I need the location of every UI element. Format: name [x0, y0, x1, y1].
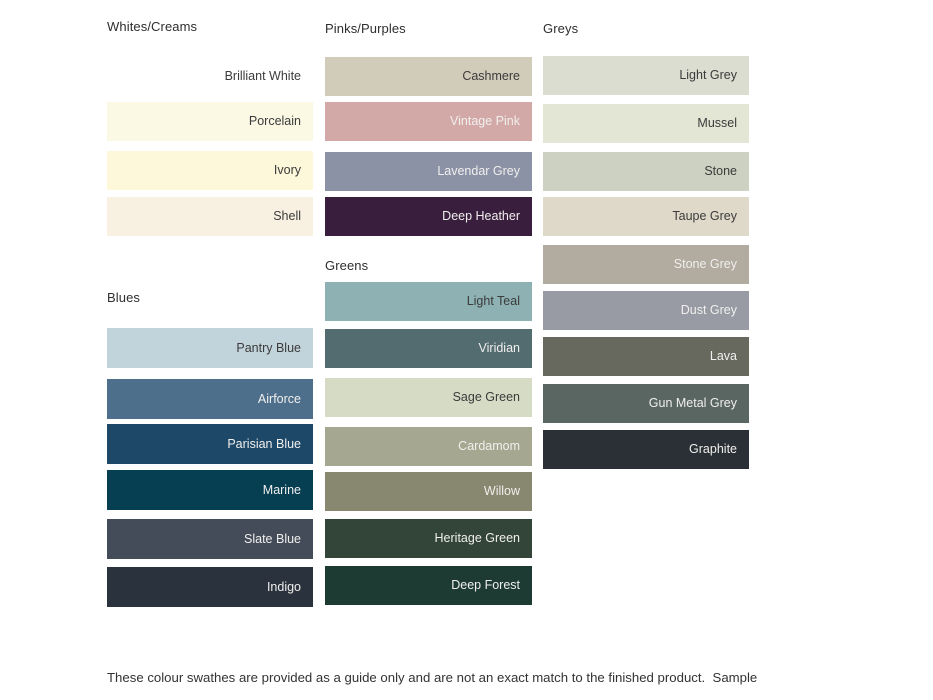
- swatch-lava: Lava: [543, 337, 749, 376]
- swatch-label-shell: Shell: [273, 209, 301, 224]
- swatch-label-brilliant-white: Brilliant White: [224, 69, 301, 84]
- section-title-greens: Greens: [325, 258, 369, 273]
- swatch-label-deep-heather: Deep Heather: [442, 209, 520, 224]
- swatch-label-light-teal: Light Teal: [466, 294, 520, 309]
- swatch-label-taupe-grey: Taupe Grey: [672, 209, 737, 224]
- swatch-dust-grey: Dust Grey: [543, 291, 749, 330]
- swatch-label-pantry-blue: Pantry Blue: [236, 340, 301, 355]
- swatch-porcelain: Porcelain: [107, 102, 313, 141]
- swatch-label-gun-metal-grey: Gun Metal Grey: [648, 396, 737, 411]
- swatch-parisian-blue: Parisian Blue: [107, 424, 313, 464]
- swatch-stone: Stone: [543, 152, 749, 191]
- swatch-ivory: Ivory: [107, 151, 313, 190]
- swatch-gun-metal-grey: Gun Metal Grey: [543, 384, 749, 423]
- column-greys: Greys Light Grey Mussel Stone Taupe Grey…: [543, 0, 749, 700]
- swatch-label-sage-green: Sage Green: [452, 390, 520, 405]
- swatch-label-viridian: Viridian: [478, 341, 520, 356]
- swatch-deep-heather: Deep Heather: [325, 197, 532, 236]
- swatch-viridian: Viridian: [325, 329, 532, 368]
- swatch-label-indigo: Indigo: [266, 579, 301, 594]
- swatch-willow: Willow: [325, 472, 532, 511]
- section-title-pinks-purples: Pinks/Purples: [325, 21, 406, 36]
- swatch-stone-grey: Stone Grey: [543, 245, 749, 284]
- swatch-label-vintage-pink: Vintage Pink: [450, 114, 520, 129]
- swatch-marine: Marine: [107, 470, 313, 510]
- swatch-label-deep-forest: Deep Forest: [451, 578, 520, 593]
- swatch-slate-blue: Slate Blue: [107, 519, 313, 559]
- disclaimer-text: These colour swathes are provided as a g…: [107, 639, 787, 700]
- swatch-pantry-blue: Pantry Blue: [107, 328, 313, 368]
- swatch-cashmere: Cashmere: [325, 57, 532, 96]
- swatch-label-graphite: Graphite: [689, 442, 737, 457]
- swatch-label-marine: Marine: [262, 482, 301, 497]
- swatch-label-dust-grey: Dust Grey: [680, 303, 737, 318]
- swatch-airforce: Airforce: [107, 379, 313, 419]
- swatch-lavendar-grey: Lavendar Grey: [325, 152, 532, 191]
- swatch-mussel: Mussel: [543, 104, 749, 143]
- swatch-label-porcelain: Porcelain: [248, 114, 301, 129]
- swatch-graphite: Graphite: [543, 430, 749, 469]
- swatch-label-lava: Lava: [709, 349, 737, 364]
- swatch-indigo: Indigo: [107, 567, 313, 607]
- swatch-label-light-grey: Light Grey: [679, 68, 737, 83]
- column-pinks-greens: Pinks/Purples Cashmere Vintage Pink Lave…: [325, 0, 532, 700]
- swatch-label-mussel: Mussel: [697, 116, 737, 131]
- swatch-light-grey: Light Grey: [543, 56, 749, 95]
- swatch-label-cashmere: Cashmere: [462, 69, 520, 84]
- column-whites-blues: Whites/Creams Brilliant White Porcelain …: [107, 0, 313, 700]
- swatch-label-heritage-green: Heritage Green: [434, 531, 520, 546]
- section-title-blues: Blues: [107, 290, 141, 305]
- disclaimer-line-1: These colour swathes are provided as a g…: [107, 670, 758, 686]
- swatch-light-teal: Light Teal: [325, 282, 532, 321]
- swatch-taupe-grey: Taupe Grey: [543, 197, 749, 236]
- swatch-label-cardamom: Cardamom: [458, 439, 520, 454]
- section-title-greys: Greys: [543, 21, 579, 36]
- swatch-label-slate-blue: Slate Blue: [244, 531, 301, 546]
- swatch-heritage-green: Heritage Green: [325, 519, 532, 558]
- swatch-label-stone-grey: Stone Grey: [673, 257, 737, 272]
- swatch-deep-forest: Deep Forest: [325, 566, 532, 605]
- swatch-label-airforce: Airforce: [257, 391, 301, 406]
- swatch-sage-green: Sage Green: [325, 378, 532, 417]
- swatch-shell: Shell: [107, 197, 313, 236]
- swatch-cardamom: Cardamom: [325, 427, 532, 466]
- swatch-label-stone: Stone: [704, 164, 737, 179]
- swatch-label-ivory: Ivory: [273, 163, 301, 178]
- swatch-label-willow: Willow: [483, 484, 520, 499]
- swatch-label-lavendar-grey: Lavendar Grey: [437, 164, 520, 179]
- swatch-vintage-pink: Vintage Pink: [325, 102, 532, 141]
- section-title-whites-creams: Whites/Creams: [107, 19, 198, 34]
- swatch-label-parisian-blue: Parisian Blue: [227, 436, 301, 451]
- swatch-brilliant-white: Brilliant White: [107, 57, 313, 96]
